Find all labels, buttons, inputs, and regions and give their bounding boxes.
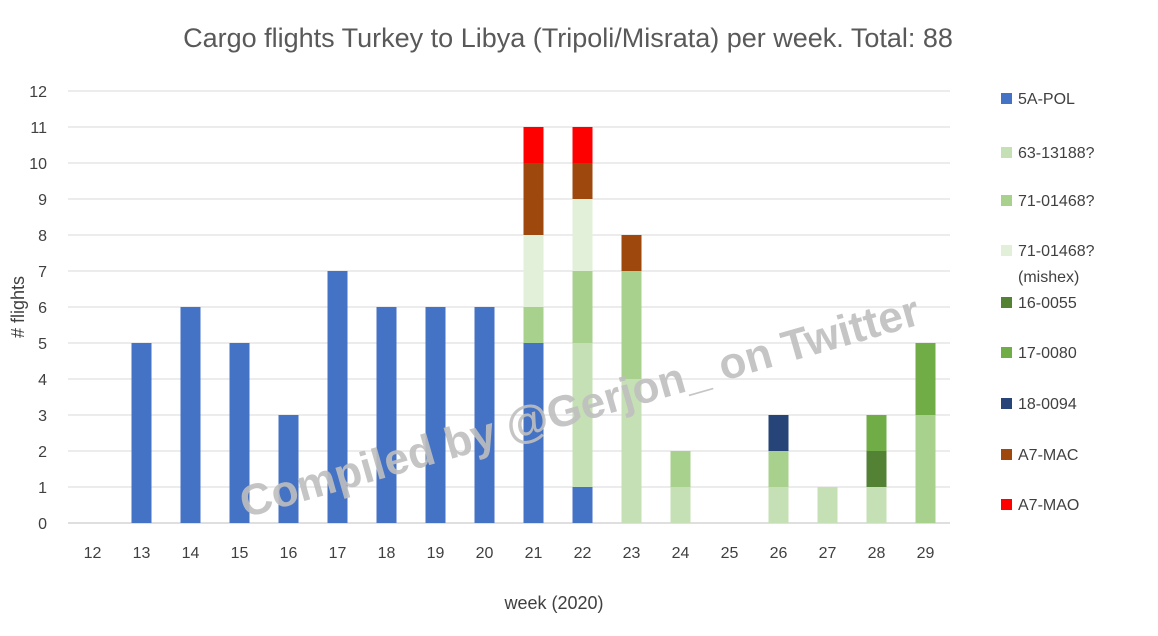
x-tick-label-22: 22 xyxy=(574,545,592,562)
y-tick-label-5: 5 xyxy=(38,336,47,353)
bar-segment-week-22-series-0 xyxy=(572,487,593,523)
x-tick-label-16: 16 xyxy=(280,545,298,562)
bar-segment-week-24-series-2 xyxy=(670,451,691,487)
bar-segment-week-29-series-2 xyxy=(915,415,936,523)
legend-swatch-4 xyxy=(1001,297,1012,308)
x-tick-label-27: 27 xyxy=(819,545,837,562)
bar-segment-week-15-series-0 xyxy=(229,343,250,523)
chart-title: Cargo flights Turkey to Libya (Tripoli/M… xyxy=(183,23,953,53)
y-tick-label-12: 12 xyxy=(29,84,47,101)
legend-swatch-1 xyxy=(1001,147,1012,158)
legend-label-6: 18-0094 xyxy=(1018,396,1077,413)
x-tick-label-19: 19 xyxy=(427,545,445,562)
bar-segment-week-21-series-7 xyxy=(523,163,544,235)
bar-segment-week-22-series-7 xyxy=(572,163,593,199)
bar-segment-week-26-series-1 xyxy=(768,487,789,523)
y-tick-label-4: 4 xyxy=(38,372,47,389)
bar-segment-week-28-series-4 xyxy=(866,451,887,487)
x-tick-label-29: 29 xyxy=(917,545,935,562)
bar-segment-week-28-series-5 xyxy=(866,415,887,451)
legend-swatch-2 xyxy=(1001,195,1012,206)
bar-segment-week-22-series-2 xyxy=(572,271,593,343)
bar-segment-week-20-series-0 xyxy=(474,307,495,523)
x-tick-label-12: 12 xyxy=(84,545,102,562)
legend-label-2: 71-01468? xyxy=(1018,193,1095,210)
legend-label-0: 5A-POL xyxy=(1018,91,1075,108)
bar-segment-week-21-series-3 xyxy=(523,235,544,307)
y-tick-label-3: 3 xyxy=(38,408,47,425)
bar-segment-week-13-series-0 xyxy=(131,343,152,523)
y-tick-label-6: 6 xyxy=(38,300,47,317)
legend-label-1: 63-13188? xyxy=(1018,145,1095,162)
legend-label-7: A7-MAC xyxy=(1018,447,1078,464)
bar-segment-week-24-series-1 xyxy=(670,487,691,523)
bar-segment-week-18-series-0 xyxy=(376,307,397,523)
bar-segment-week-21-series-8 xyxy=(523,127,544,163)
bar-segment-week-26-series-2 xyxy=(768,451,789,487)
bar-segment-week-23-series-7 xyxy=(621,235,642,271)
legend-label-8: A7-MAO xyxy=(1018,497,1079,514)
legend-label-3-line-1: (mishex) xyxy=(1018,269,1079,286)
legend-swatch-7 xyxy=(1001,449,1012,460)
y-tick-label-7: 7 xyxy=(38,264,47,281)
y-tick-label-11: 11 xyxy=(30,120,47,137)
legend-swatch-5 xyxy=(1001,347,1012,358)
bar-segment-week-23-series-2 xyxy=(621,271,642,379)
legend-swatch-3 xyxy=(1001,245,1012,256)
legend-label-5: 17-0080 xyxy=(1018,345,1077,362)
bar-segment-week-21-series-2 xyxy=(523,307,544,343)
x-tick-label-28: 28 xyxy=(868,545,886,562)
bar-segment-week-26-series-6 xyxy=(768,415,789,451)
legend-swatch-8 xyxy=(1001,499,1012,510)
bar-segment-week-14-series-0 xyxy=(180,307,201,523)
bar-segment-week-21-series-0 xyxy=(523,343,544,523)
legend-label-3: 71-01468? xyxy=(1018,243,1095,260)
x-tick-label-26: 26 xyxy=(770,545,788,562)
gridlines xyxy=(68,90,950,524)
x-tick-labels: 12 13 14 15 16 17 18 19 20 21 22 23 24 25 26 27 28 29 xyxy=(84,545,935,562)
x-tick-label-20: 20 xyxy=(476,545,494,562)
x-tick-label-24: 24 xyxy=(672,545,690,562)
y-tick-label-2: 2 xyxy=(38,444,47,461)
bar-segment-week-22-series-8 xyxy=(572,127,593,163)
x-tick-label-14: 14 xyxy=(182,545,200,562)
legend: 5A-POL 63-13188? 71-01468? 71-01468? (mishex… xyxy=(1001,91,1095,514)
bar-segment-week-29-series-5 xyxy=(915,343,936,415)
y-tick-label-9: 9 xyxy=(38,192,47,209)
bar-segment-week-22-series-1 xyxy=(572,343,593,487)
bar-segment-week-22-series-3 xyxy=(572,199,593,271)
x-tick-label-18: 18 xyxy=(378,545,396,562)
bar-segment-week-19-series-0 xyxy=(425,307,446,523)
bar-segment-week-17-series-0 xyxy=(327,271,348,523)
bar-segment-week-27-series-1 xyxy=(817,487,838,523)
bars xyxy=(131,127,936,523)
bar-segment-week-16-series-0 xyxy=(278,415,299,523)
legend-swatch-0 xyxy=(1001,93,1012,104)
x-tick-label-25: 25 xyxy=(721,545,739,562)
x-tick-label-13: 13 xyxy=(133,545,151,562)
legend-swatch-6 xyxy=(1001,398,1012,409)
y-tick-label-8: 8 xyxy=(38,228,47,245)
x-tick-label-17: 17 xyxy=(329,545,347,562)
y-tick-label-10: 10 xyxy=(29,156,47,173)
x-axis-label: week (2020) xyxy=(503,593,603,613)
y-tick-label-0: 0 xyxy=(38,516,47,533)
y-tick-label-1: 1 xyxy=(38,480,47,497)
legend-label-4: 16-0055 xyxy=(1018,295,1077,312)
y-axis-label: # flights xyxy=(8,276,28,338)
x-tick-label-21: 21 xyxy=(525,545,543,562)
x-tick-label-15: 15 xyxy=(231,545,249,562)
bar-segment-week-23-series-1 xyxy=(621,379,642,523)
bar-segment-week-28-series-1 xyxy=(866,487,887,523)
x-tick-label-23: 23 xyxy=(623,545,641,562)
